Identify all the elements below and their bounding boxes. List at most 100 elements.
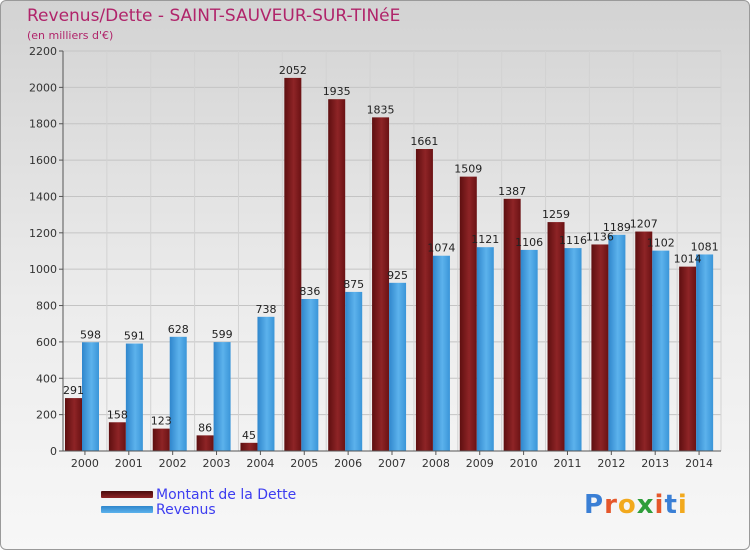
data-label-revenue-2013: 1102 xyxy=(647,237,675,250)
x-tick-label-2000: 2000 xyxy=(71,457,99,470)
x-tick-label-2010: 2010 xyxy=(510,457,538,470)
bar-debt-2006 xyxy=(328,99,346,451)
bar-revenue-2014 xyxy=(696,254,714,451)
x-tick-label-2007: 2007 xyxy=(378,457,406,470)
data-label-debt-2001: 158 xyxy=(107,408,128,421)
y-tick-label-1400: 1400 xyxy=(29,190,57,203)
proxiti-logo: Proxiti xyxy=(584,490,688,520)
bar-revenue-2006 xyxy=(345,291,363,451)
legend-swatch-debt xyxy=(101,491,153,498)
y-tick-label-0: 0 xyxy=(50,445,57,458)
data-label-debt-2002: 123 xyxy=(151,415,172,428)
bar-revenue-2011 xyxy=(564,248,582,451)
data-label-revenue-2000: 598 xyxy=(80,328,101,341)
bar-debt-2013 xyxy=(635,231,653,451)
data-label-debt-2006: 1935 xyxy=(323,85,351,98)
bar-debt-2000 xyxy=(65,398,82,451)
x-tick-label-2005: 2005 xyxy=(290,457,318,470)
x-tick-label-2014: 2014 xyxy=(685,457,713,470)
data-label-debt-2004: 45 xyxy=(242,429,256,442)
data-label-revenue-2005: 836 xyxy=(299,285,320,298)
y-tick-label-400: 400 xyxy=(36,372,57,385)
data-label-debt-2008: 1661 xyxy=(410,135,438,148)
data-label-debt-2010: 1387 xyxy=(498,185,526,198)
data-label-revenue-2001: 591 xyxy=(124,330,145,343)
bar-revenue-2003 xyxy=(213,342,231,451)
y-tick-label-2200: 2200 xyxy=(29,45,57,58)
logo-letter: r xyxy=(604,490,618,520)
bar-debt-2008 xyxy=(415,149,433,451)
data-label-debt-2013: 1207 xyxy=(630,218,658,231)
x-tick-label-2012: 2012 xyxy=(597,457,625,470)
y-tick-label-200: 200 xyxy=(36,409,57,422)
data-label-revenue-2008: 1074 xyxy=(427,242,455,255)
logo-letter: P xyxy=(584,490,605,520)
legend-swatch-revenue xyxy=(101,506,153,513)
bar-debt-2009 xyxy=(459,176,477,452)
y-tick-label-2000: 2000 xyxy=(29,81,57,94)
data-label-revenue-2004: 738 xyxy=(255,303,276,316)
bar-revenue-2000 xyxy=(82,342,99,451)
data-label-debt-2005: 2052 xyxy=(279,64,307,77)
y-tick-label-1200: 1200 xyxy=(29,227,57,240)
bar-debt-2014 xyxy=(679,266,697,451)
x-tick-label-2001: 2001 xyxy=(115,457,143,470)
logo-letter: x xyxy=(636,490,655,520)
bar-revenue-2002 xyxy=(169,336,187,451)
y-tick-label-800: 800 xyxy=(36,300,57,313)
data-label-debt-2003: 86 xyxy=(198,421,212,434)
bar-debt-2007 xyxy=(372,117,390,451)
x-tick-label-2009: 2009 xyxy=(466,457,494,470)
bar-debt-2001 xyxy=(108,422,126,451)
x-tick-label-2006: 2006 xyxy=(334,457,362,470)
bar-debt-2010 xyxy=(503,198,521,451)
data-label-revenue-2014: 1081 xyxy=(691,240,719,253)
bar-revenue-2001 xyxy=(125,343,143,451)
logo-letter: t xyxy=(664,490,678,520)
bar-debt-2011 xyxy=(547,222,565,451)
bar-revenue-2012 xyxy=(608,234,626,451)
data-label-revenue-2002: 628 xyxy=(168,323,189,336)
logo-letter: i xyxy=(677,490,688,520)
data-label-debt-2011: 1259 xyxy=(542,208,570,221)
data-label-debt-2000: 291 xyxy=(63,384,84,397)
bar-revenue-2008 xyxy=(432,255,450,451)
data-label-revenue-2012: 1189 xyxy=(603,221,631,234)
data-label-debt-2007: 1835 xyxy=(367,103,395,116)
chart-title: Revenus/Dette - SAINT-SAUVEUR-SUR-TINéE xyxy=(27,6,401,26)
data-label-revenue-2010: 1106 xyxy=(515,236,543,249)
y-tick-label-600: 600 xyxy=(36,336,57,349)
x-tick-label-2011: 2011 xyxy=(553,457,581,470)
legend-label-debt: Montant de la Dette xyxy=(156,487,297,503)
bar-revenue-2007 xyxy=(389,282,407,451)
x-tick-label-2002: 2002 xyxy=(159,457,187,470)
bar-debt-2002 xyxy=(152,428,170,451)
data-label-debt-2014: 1014 xyxy=(674,253,702,266)
logo-letter: o xyxy=(617,490,637,520)
x-tick-label-2003: 2003 xyxy=(203,457,231,470)
bar-revenue-2004 xyxy=(257,316,275,451)
data-label-revenue-2007: 925 xyxy=(387,269,408,282)
bar-debt-2012 xyxy=(591,244,609,451)
bar-revenue-2005 xyxy=(301,299,319,451)
y-tick-label-1800: 1800 xyxy=(29,118,57,131)
bar-debt-2004 xyxy=(240,442,258,451)
bar-revenue-2010 xyxy=(520,249,538,451)
data-label-revenue-2006: 875 xyxy=(343,278,364,291)
bar-debt-2003 xyxy=(196,435,214,451)
bar-revenue-2013 xyxy=(652,250,670,451)
data-label-debt-2009: 1509 xyxy=(454,163,482,176)
data-label-revenue-2009: 1121 xyxy=(471,233,499,246)
bar-debt-2005 xyxy=(284,77,302,451)
data-label-revenue-2011: 1116 xyxy=(559,234,587,247)
x-tick-label-2013: 2013 xyxy=(641,457,669,470)
data-label-revenue-2003: 599 xyxy=(212,328,233,341)
data-label-debt-2012: 1136 xyxy=(586,230,614,243)
logo-letter: i xyxy=(654,490,665,520)
bar-revenue-2009 xyxy=(476,247,494,451)
x-tick-label-2004: 2004 xyxy=(246,457,274,470)
legend-label-revenue: Revenus xyxy=(156,502,216,518)
y-tick-label-1000: 1000 xyxy=(29,263,57,276)
